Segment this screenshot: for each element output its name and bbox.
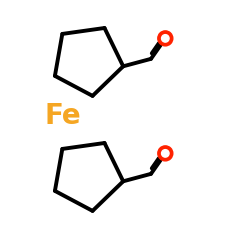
Circle shape bbox=[162, 34, 169, 42]
Circle shape bbox=[158, 146, 173, 161]
Circle shape bbox=[162, 150, 169, 157]
Text: Fe: Fe bbox=[44, 102, 81, 130]
Circle shape bbox=[158, 31, 173, 46]
